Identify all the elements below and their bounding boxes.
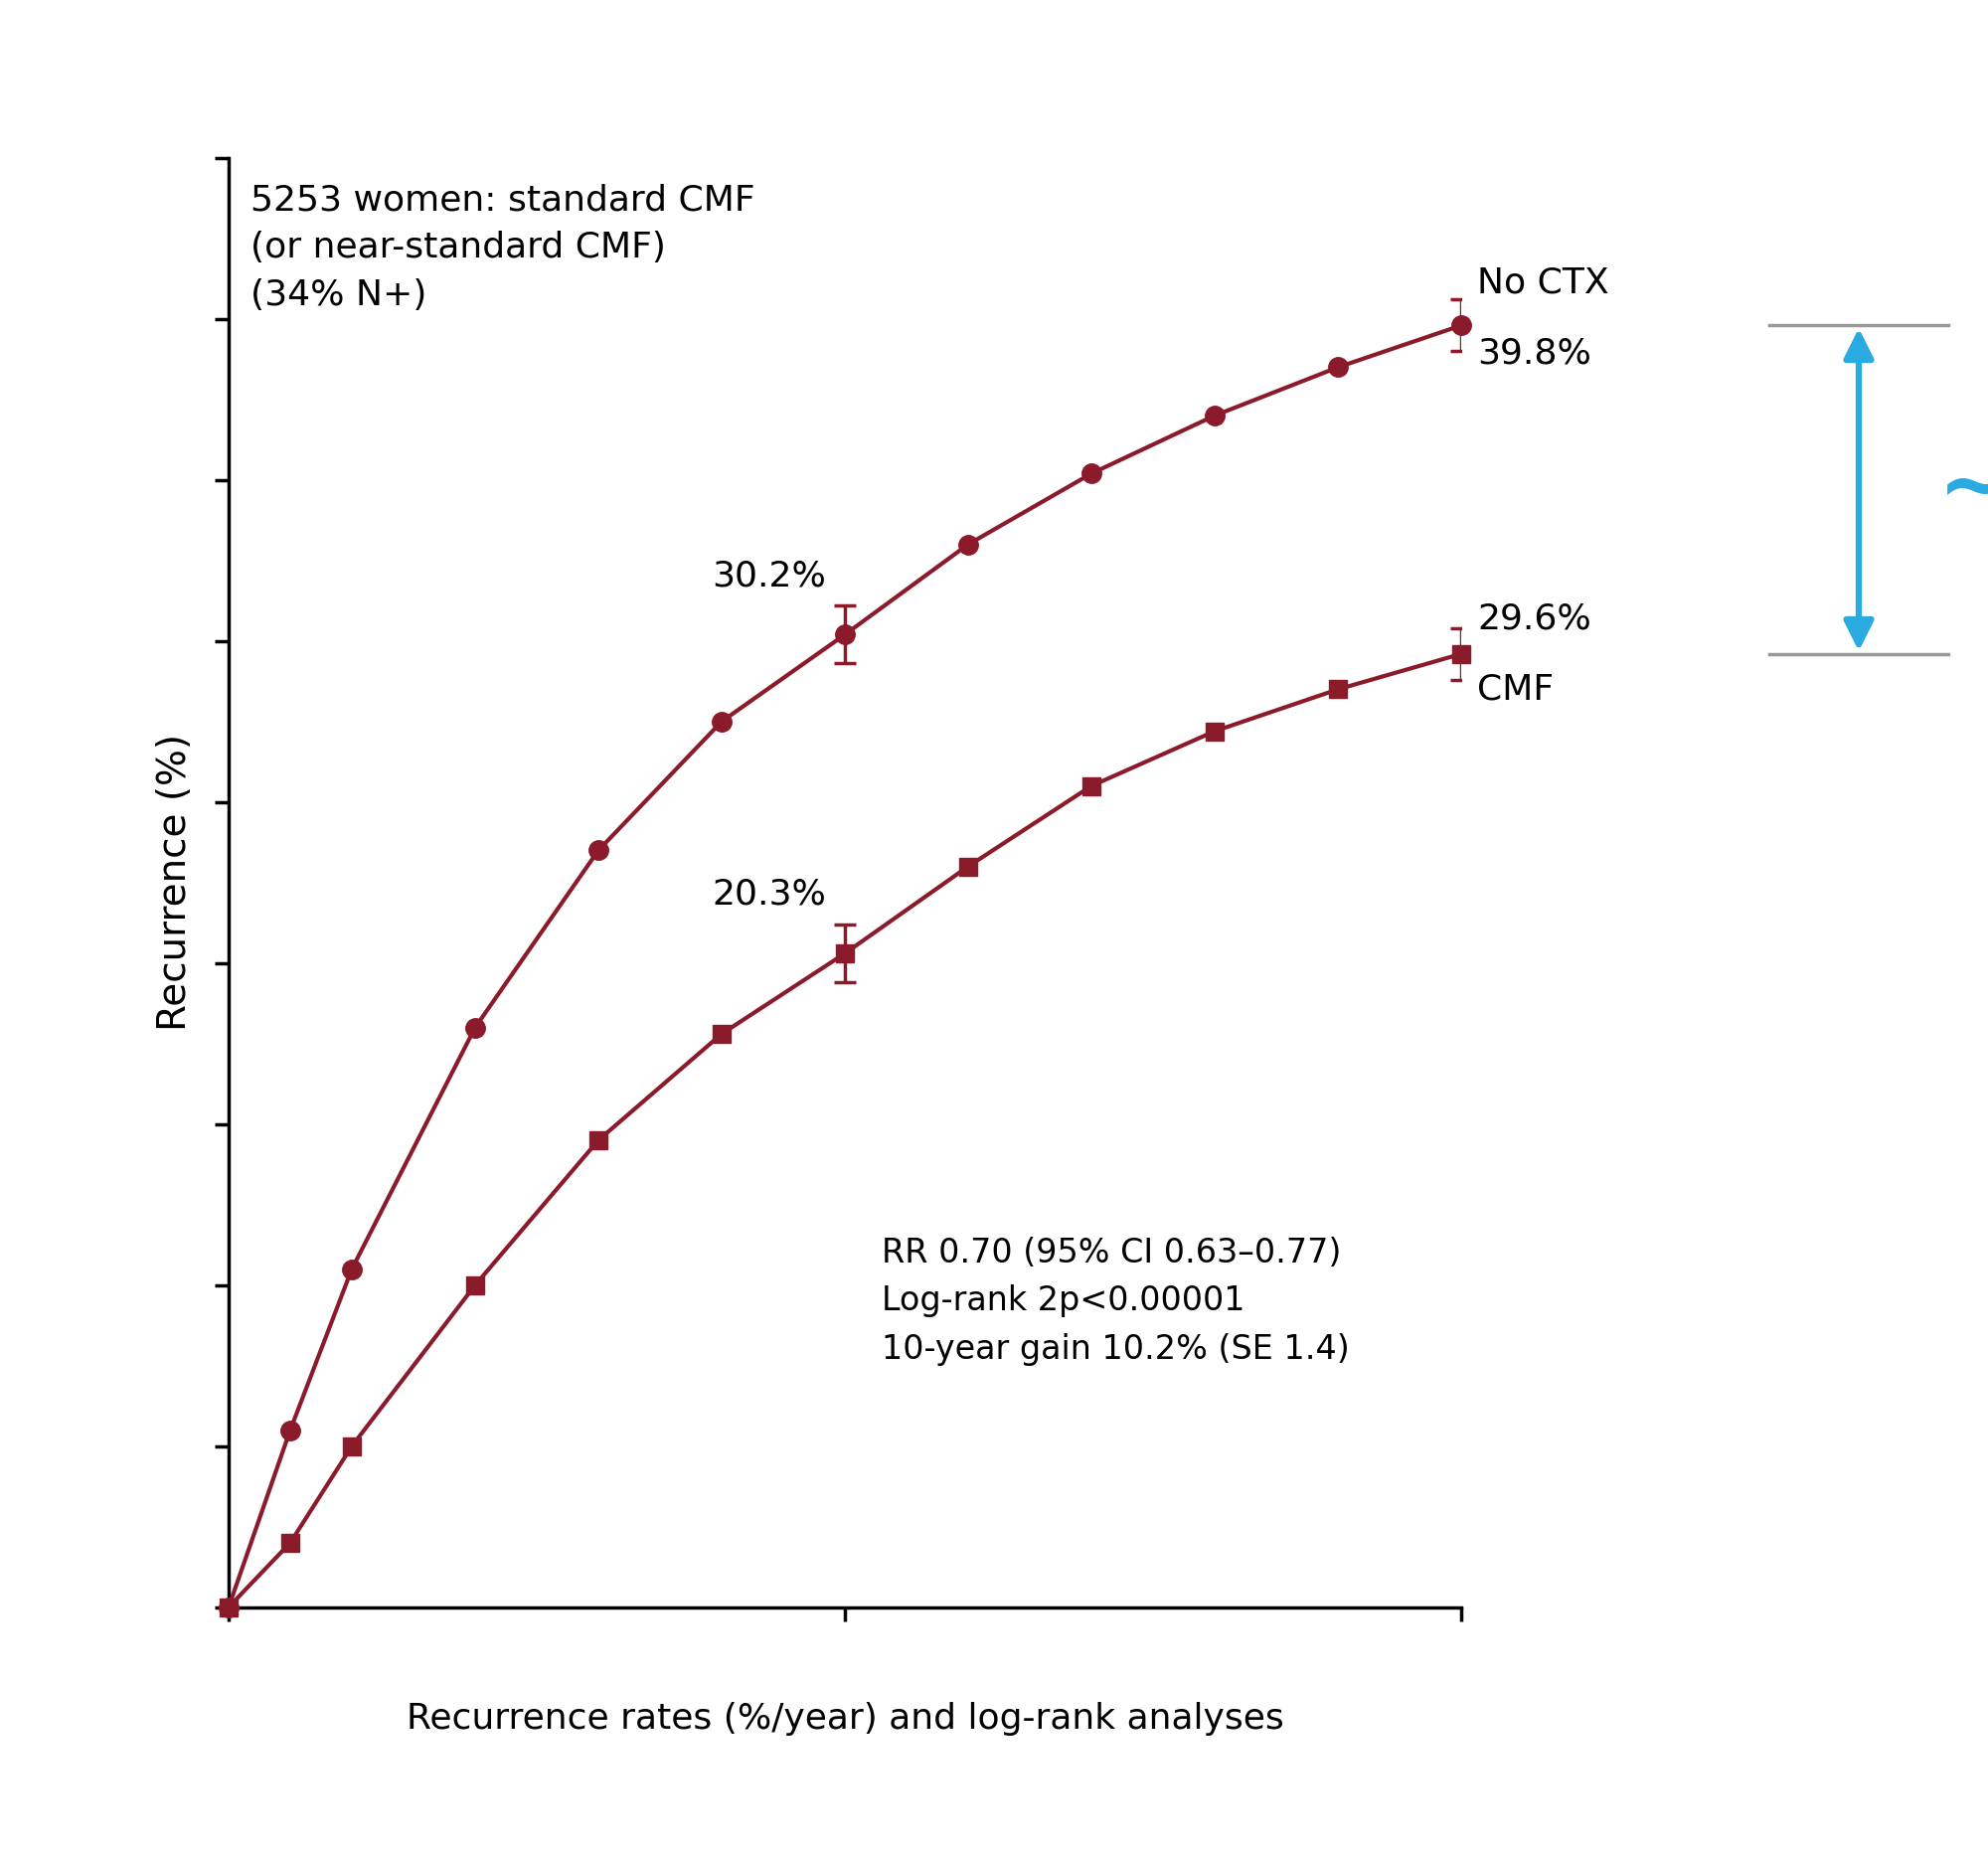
Text: RR 0.70 (95% CI 0.63–0.77)
Log-rank 2p<0.00001
10-year gain 10.2% (SE 1.4): RR 0.70 (95% CI 0.63–0.77) Log-rank 2p<0…	[883, 1236, 1350, 1366]
Text: 29.6%: 29.6%	[1477, 602, 1590, 635]
Text: 39.8%: 39.8%	[1477, 336, 1590, 370]
Text: CMF: CMF	[1477, 673, 1555, 706]
Text: No CTX: No CTX	[1477, 266, 1608, 299]
Text: 20.3%: 20.3%	[712, 877, 827, 912]
Y-axis label: Recurrence (%): Recurrence (%)	[155, 734, 193, 1031]
Text: 30.2%: 30.2%	[712, 559, 827, 593]
Text: ~10%: ~10%	[1938, 448, 1988, 531]
Text: 5253 women: standard CMF
(or near-standard CMF)
(34% N+): 5253 women: standard CMF (or near-standa…	[250, 184, 755, 312]
X-axis label: Recurrence rates (%/year) and log-rank analyses: Recurrence rates (%/year) and log-rank a…	[406, 1702, 1284, 1735]
